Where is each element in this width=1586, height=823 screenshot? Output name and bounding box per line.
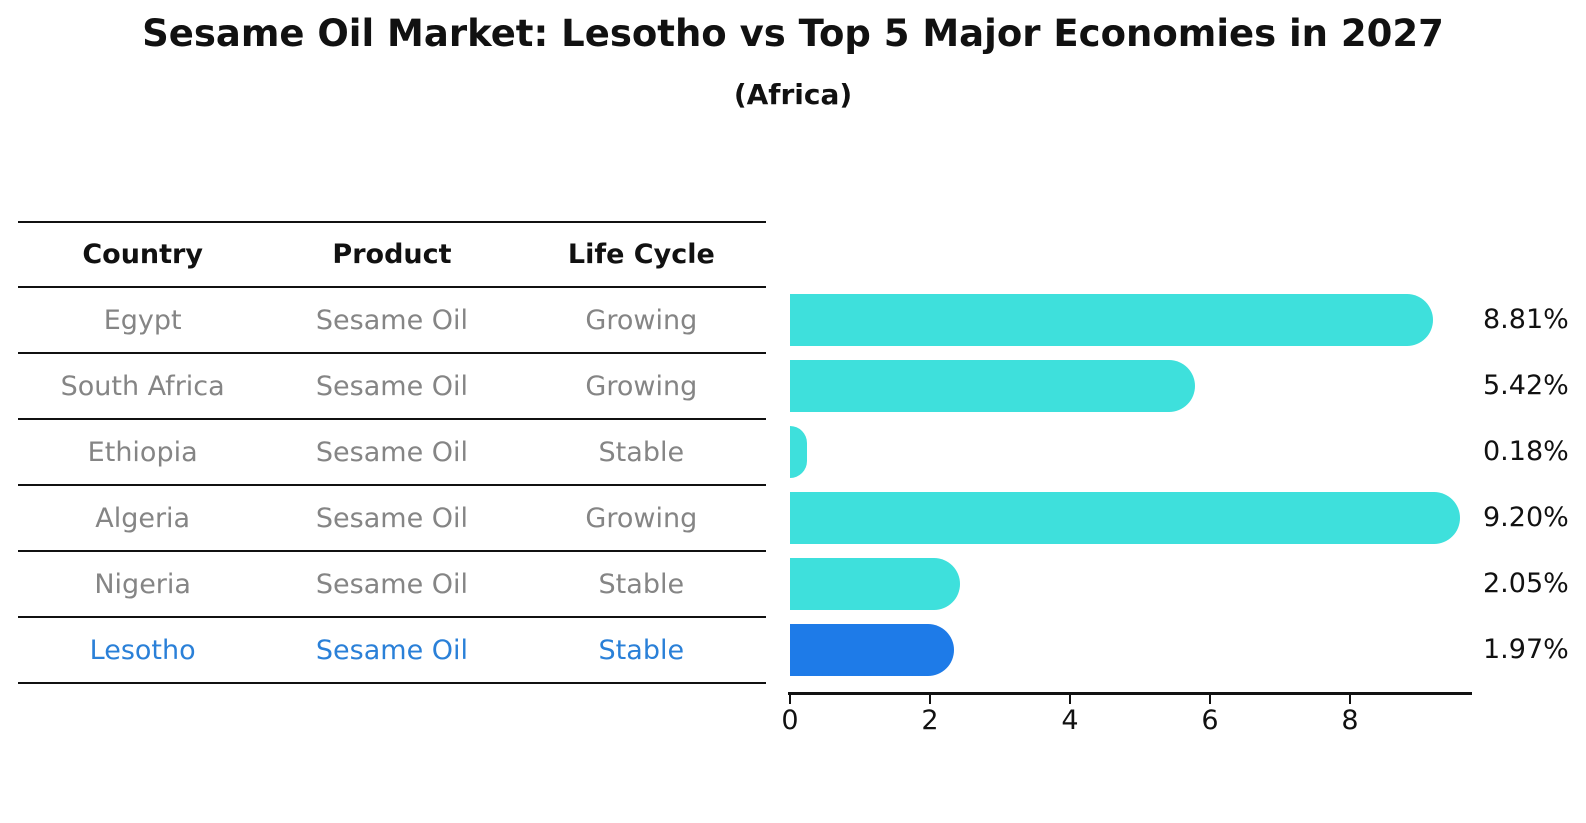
table-row-south-africa: South Africa Sesame Oil Growing <box>18 354 766 420</box>
table-row-egypt: Egypt Sesame Oil Growing <box>18 288 766 354</box>
x-tick-label-8: 8 <box>1341 705 1359 736</box>
table-body: Egypt Sesame Oil Growing South Africa Sesame… <box>18 288 766 684</box>
cell-country: Algeria <box>95 502 191 534</box>
cell-life-cycle: Stable <box>598 436 685 468</box>
bar-highlight-lesotho <box>790 624 954 676</box>
x-tick-mark-4 <box>1069 695 1071 704</box>
value-label-nigeria: 2.05% <box>1483 568 1569 599</box>
table-header-row: Country Product Life Cycle <box>18 221 766 288</box>
cell-life-cycle: Growing <box>585 370 698 402</box>
x-tick-mark-2 <box>929 695 931 704</box>
chart-title: Sesame Oil Market: Lesotho vs Top 5 Majo… <box>142 12 1444 55</box>
value-label-egypt: 8.81% <box>1483 304 1569 335</box>
bar-algeria <box>790 492 1460 544</box>
cell-life-cycle: Growing <box>585 304 698 336</box>
cell-product: Sesame Oil <box>315 304 469 336</box>
bar-egypt <box>790 294 1433 346</box>
cell-life-cycle: Stable <box>598 634 685 666</box>
cell-country: Egypt <box>103 304 182 336</box>
bar-south-africa <box>790 360 1196 412</box>
table-header-product: Product <box>332 239 452 270</box>
cell-country: South Africa <box>60 370 225 402</box>
x-tick-label-6: 6 <box>1201 705 1219 736</box>
x-tick-label-2: 2 <box>921 705 939 736</box>
value-label-ethiopia: 0.18% <box>1483 436 1569 467</box>
table-row-ethiopia: Ethiopia Sesame Oil Stable <box>18 420 766 486</box>
cell-product: Sesame Oil <box>315 634 469 666</box>
table-row-nigeria: Nigeria Sesame Oil Stable <box>18 552 766 618</box>
x-tick-mark-0 <box>789 695 791 704</box>
value-label-south-africa: 5.42% <box>1483 370 1569 401</box>
bar-ethiopia <box>790 426 807 478</box>
cell-life-cycle: Growing <box>585 502 698 534</box>
value-label-algeria: 9.20% <box>1483 502 1569 533</box>
table-row-algeria: Algeria Sesame Oil Growing <box>18 486 766 552</box>
cell-country: Ethiopia <box>87 436 198 468</box>
cell-product: Sesame Oil <box>315 568 469 600</box>
x-tick-label-4: 4 <box>1061 705 1079 736</box>
x-axis-line <box>788 692 1472 695</box>
cell-product: Sesame Oil <box>315 502 469 534</box>
cell-product: Sesame Oil <box>315 370 469 402</box>
cell-life-cycle: Stable <box>598 568 685 600</box>
bar-nigeria <box>790 558 960 610</box>
cell-product: Sesame Oil <box>315 436 469 468</box>
x-tick-label-0: 0 <box>781 705 799 736</box>
value-label-lesotho: 1.97% <box>1483 634 1569 665</box>
table-header-life-cycle: Life Cycle <box>567 239 715 270</box>
table-header-country: Country <box>82 239 203 270</box>
x-tick-mark-6 <box>1209 695 1211 704</box>
cell-country: Lesotho <box>89 634 196 666</box>
cell-country: Nigeria <box>94 568 191 600</box>
x-tick-mark-8 <box>1349 695 1351 704</box>
chart-subtitle: (Africa) <box>733 78 853 111</box>
country-table: Country Product Life Cycle Egypt Sesame O… <box>18 221 766 684</box>
table-row-lesotho: Lesotho Sesame Oil Stable <box>18 618 766 684</box>
